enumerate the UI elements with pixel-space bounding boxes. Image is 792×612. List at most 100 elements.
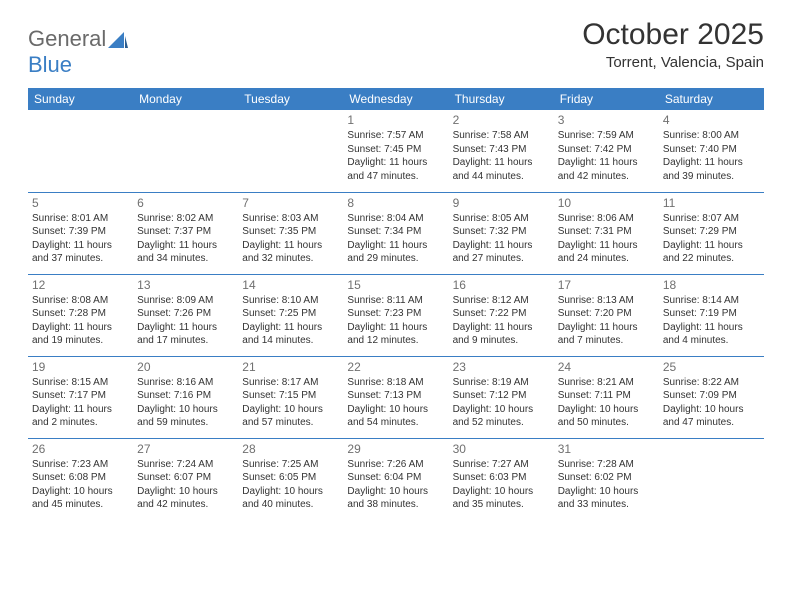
calendar-day-cell	[238, 110, 343, 192]
cell-sunrise: Sunrise: 8:17 AM	[242, 376, 339, 390]
day-number: 26	[32, 441, 129, 457]
cell-sunrise: Sunrise: 8:03 AM	[242, 212, 339, 226]
header: General Blue October 2025 Torrent, Valen…	[28, 18, 764, 78]
page-title: October 2025	[582, 18, 764, 52]
cell-sunset: Sunset: 7:35 PM	[242, 225, 339, 239]
cell-daylight1: Daylight: 11 hours	[663, 156, 760, 170]
cell-daylight1: Daylight: 11 hours	[663, 239, 760, 253]
calendar-day-cell: 26Sunrise: 7:23 AMSunset: 6:08 PMDayligh…	[28, 438, 133, 520]
cell-daylight2: and 24 minutes.	[558, 252, 655, 266]
calendar-week-row: 19Sunrise: 8:15 AMSunset: 7:17 PMDayligh…	[28, 356, 764, 438]
cell-sunset: Sunset: 7:15 PM	[242, 389, 339, 403]
cell-sunset: Sunset: 6:05 PM	[242, 471, 339, 485]
day-number: 20	[137, 359, 234, 375]
calendar-day-cell: 24Sunrise: 8:21 AMSunset: 7:11 PMDayligh…	[554, 356, 659, 438]
calendar-day-cell: 2Sunrise: 7:58 AMSunset: 7:43 PMDaylight…	[449, 110, 554, 192]
cell-daylight1: Daylight: 11 hours	[242, 321, 339, 335]
col-wednesday: Wednesday	[343, 88, 448, 110]
calendar-week-row: 26Sunrise: 7:23 AMSunset: 6:08 PMDayligh…	[28, 438, 764, 520]
page-subtitle: Torrent, Valencia, Spain	[582, 54, 764, 71]
calendar-day-cell: 30Sunrise: 7:27 AMSunset: 6:03 PMDayligh…	[449, 438, 554, 520]
cell-daylight2: and 57 minutes.	[242, 416, 339, 430]
cell-daylight2: and 9 minutes.	[453, 334, 550, 348]
cell-daylight2: and 39 minutes.	[663, 170, 760, 184]
cell-sunrise: Sunrise: 8:00 AM	[663, 129, 760, 143]
cell-daylight2: and 33 minutes.	[558, 498, 655, 512]
cell-sunrise: Sunrise: 8:01 AM	[32, 212, 129, 226]
title-block: October 2025 Torrent, Valencia, Spain	[582, 18, 764, 71]
calendar-header-row: Sunday Monday Tuesday Wednesday Thursday…	[28, 88, 764, 110]
cell-daylight1: Daylight: 10 hours	[32, 485, 129, 499]
cell-sunset: Sunset: 7:42 PM	[558, 143, 655, 157]
cell-daylight1: Daylight: 11 hours	[453, 239, 550, 253]
cell-daylight2: and 52 minutes.	[453, 416, 550, 430]
cell-daylight2: and 54 minutes.	[347, 416, 444, 430]
day-number: 12	[32, 277, 129, 293]
calendar-day-cell: 29Sunrise: 7:26 AMSunset: 6:04 PMDayligh…	[343, 438, 448, 520]
calendar-day-cell: 22Sunrise: 8:18 AMSunset: 7:13 PMDayligh…	[343, 356, 448, 438]
day-number: 31	[558, 441, 655, 457]
calendar-week-row: 12Sunrise: 8:08 AMSunset: 7:28 PMDayligh…	[28, 274, 764, 356]
day-number: 7	[242, 195, 339, 211]
cell-sunset: Sunset: 7:20 PM	[558, 307, 655, 321]
cell-sunrise: Sunrise: 8:06 AM	[558, 212, 655, 226]
day-number: 10	[558, 195, 655, 211]
cell-sunrise: Sunrise: 8:11 AM	[347, 294, 444, 308]
calendar-day-cell: 23Sunrise: 8:19 AMSunset: 7:12 PMDayligh…	[449, 356, 554, 438]
cell-sunrise: Sunrise: 8:04 AM	[347, 212, 444, 226]
cell-sunrise: Sunrise: 7:25 AM	[242, 458, 339, 472]
calendar-day-cell: 9Sunrise: 8:05 AMSunset: 7:32 PMDaylight…	[449, 192, 554, 274]
cell-sunrise: Sunrise: 7:59 AM	[558, 129, 655, 143]
day-number: 1	[347, 112, 444, 128]
logo-text: General Blue	[28, 26, 128, 78]
cell-daylight2: and 14 minutes.	[242, 334, 339, 348]
cell-sunset: Sunset: 7:13 PM	[347, 389, 444, 403]
day-number: 17	[558, 277, 655, 293]
day-number: 23	[453, 359, 550, 375]
cell-daylight1: Daylight: 10 hours	[242, 485, 339, 499]
calendar-day-cell: 7Sunrise: 8:03 AMSunset: 7:35 PMDaylight…	[238, 192, 343, 274]
cell-sunset: Sunset: 6:04 PM	[347, 471, 444, 485]
cell-daylight1: Daylight: 11 hours	[137, 239, 234, 253]
cell-sunrise: Sunrise: 8:05 AM	[453, 212, 550, 226]
calendar-day-cell: 11Sunrise: 8:07 AMSunset: 7:29 PMDayligh…	[659, 192, 764, 274]
cell-daylight2: and 2 minutes.	[32, 416, 129, 430]
calendar-day-cell: 1Sunrise: 7:57 AMSunset: 7:45 PMDaylight…	[343, 110, 448, 192]
cell-daylight2: and 27 minutes.	[453, 252, 550, 266]
col-sunday: Sunday	[28, 88, 133, 110]
cell-sunrise: Sunrise: 8:10 AM	[242, 294, 339, 308]
cell-daylight1: Daylight: 11 hours	[453, 156, 550, 170]
cell-sunset: Sunset: 7:40 PM	[663, 143, 760, 157]
calendar-day-cell: 15Sunrise: 8:11 AMSunset: 7:23 PMDayligh…	[343, 274, 448, 356]
day-number: 19	[32, 359, 129, 375]
cell-daylight1: Daylight: 11 hours	[558, 239, 655, 253]
cell-daylight2: and 34 minutes.	[137, 252, 234, 266]
cell-daylight2: and 44 minutes.	[453, 170, 550, 184]
cell-sunset: Sunset: 7:29 PM	[663, 225, 760, 239]
cell-daylight1: Daylight: 11 hours	[558, 156, 655, 170]
calendar-body: 1Sunrise: 7:57 AMSunset: 7:45 PMDaylight…	[28, 110, 764, 520]
cell-sunrise: Sunrise: 8:02 AM	[137, 212, 234, 226]
cell-daylight1: Daylight: 10 hours	[453, 403, 550, 417]
logo-word1: General	[28, 26, 106, 51]
calendar-day-cell: 14Sunrise: 8:10 AMSunset: 7:25 PMDayligh…	[238, 274, 343, 356]
calendar-day-cell: 6Sunrise: 8:02 AMSunset: 7:37 PMDaylight…	[133, 192, 238, 274]
logo: General Blue	[28, 18, 128, 78]
col-friday: Friday	[554, 88, 659, 110]
cell-sunset: Sunset: 7:25 PM	[242, 307, 339, 321]
cell-daylight2: and 45 minutes.	[32, 498, 129, 512]
cell-sunrise: Sunrise: 7:23 AM	[32, 458, 129, 472]
cell-sunrise: Sunrise: 8:15 AM	[32, 376, 129, 390]
calendar-day-cell: 12Sunrise: 8:08 AMSunset: 7:28 PMDayligh…	[28, 274, 133, 356]
day-number: 29	[347, 441, 444, 457]
day-number: 6	[137, 195, 234, 211]
cell-daylight2: and 35 minutes.	[453, 498, 550, 512]
cell-sunset: Sunset: 7:26 PM	[137, 307, 234, 321]
cell-daylight1: Daylight: 11 hours	[663, 321, 760, 335]
calendar-day-cell: 5Sunrise: 8:01 AMSunset: 7:39 PMDaylight…	[28, 192, 133, 274]
cell-daylight2: and 50 minutes.	[558, 416, 655, 430]
cell-sunrise: Sunrise: 8:14 AM	[663, 294, 760, 308]
calendar-day-cell	[28, 110, 133, 192]
day-number: 30	[453, 441, 550, 457]
day-number: 8	[347, 195, 444, 211]
